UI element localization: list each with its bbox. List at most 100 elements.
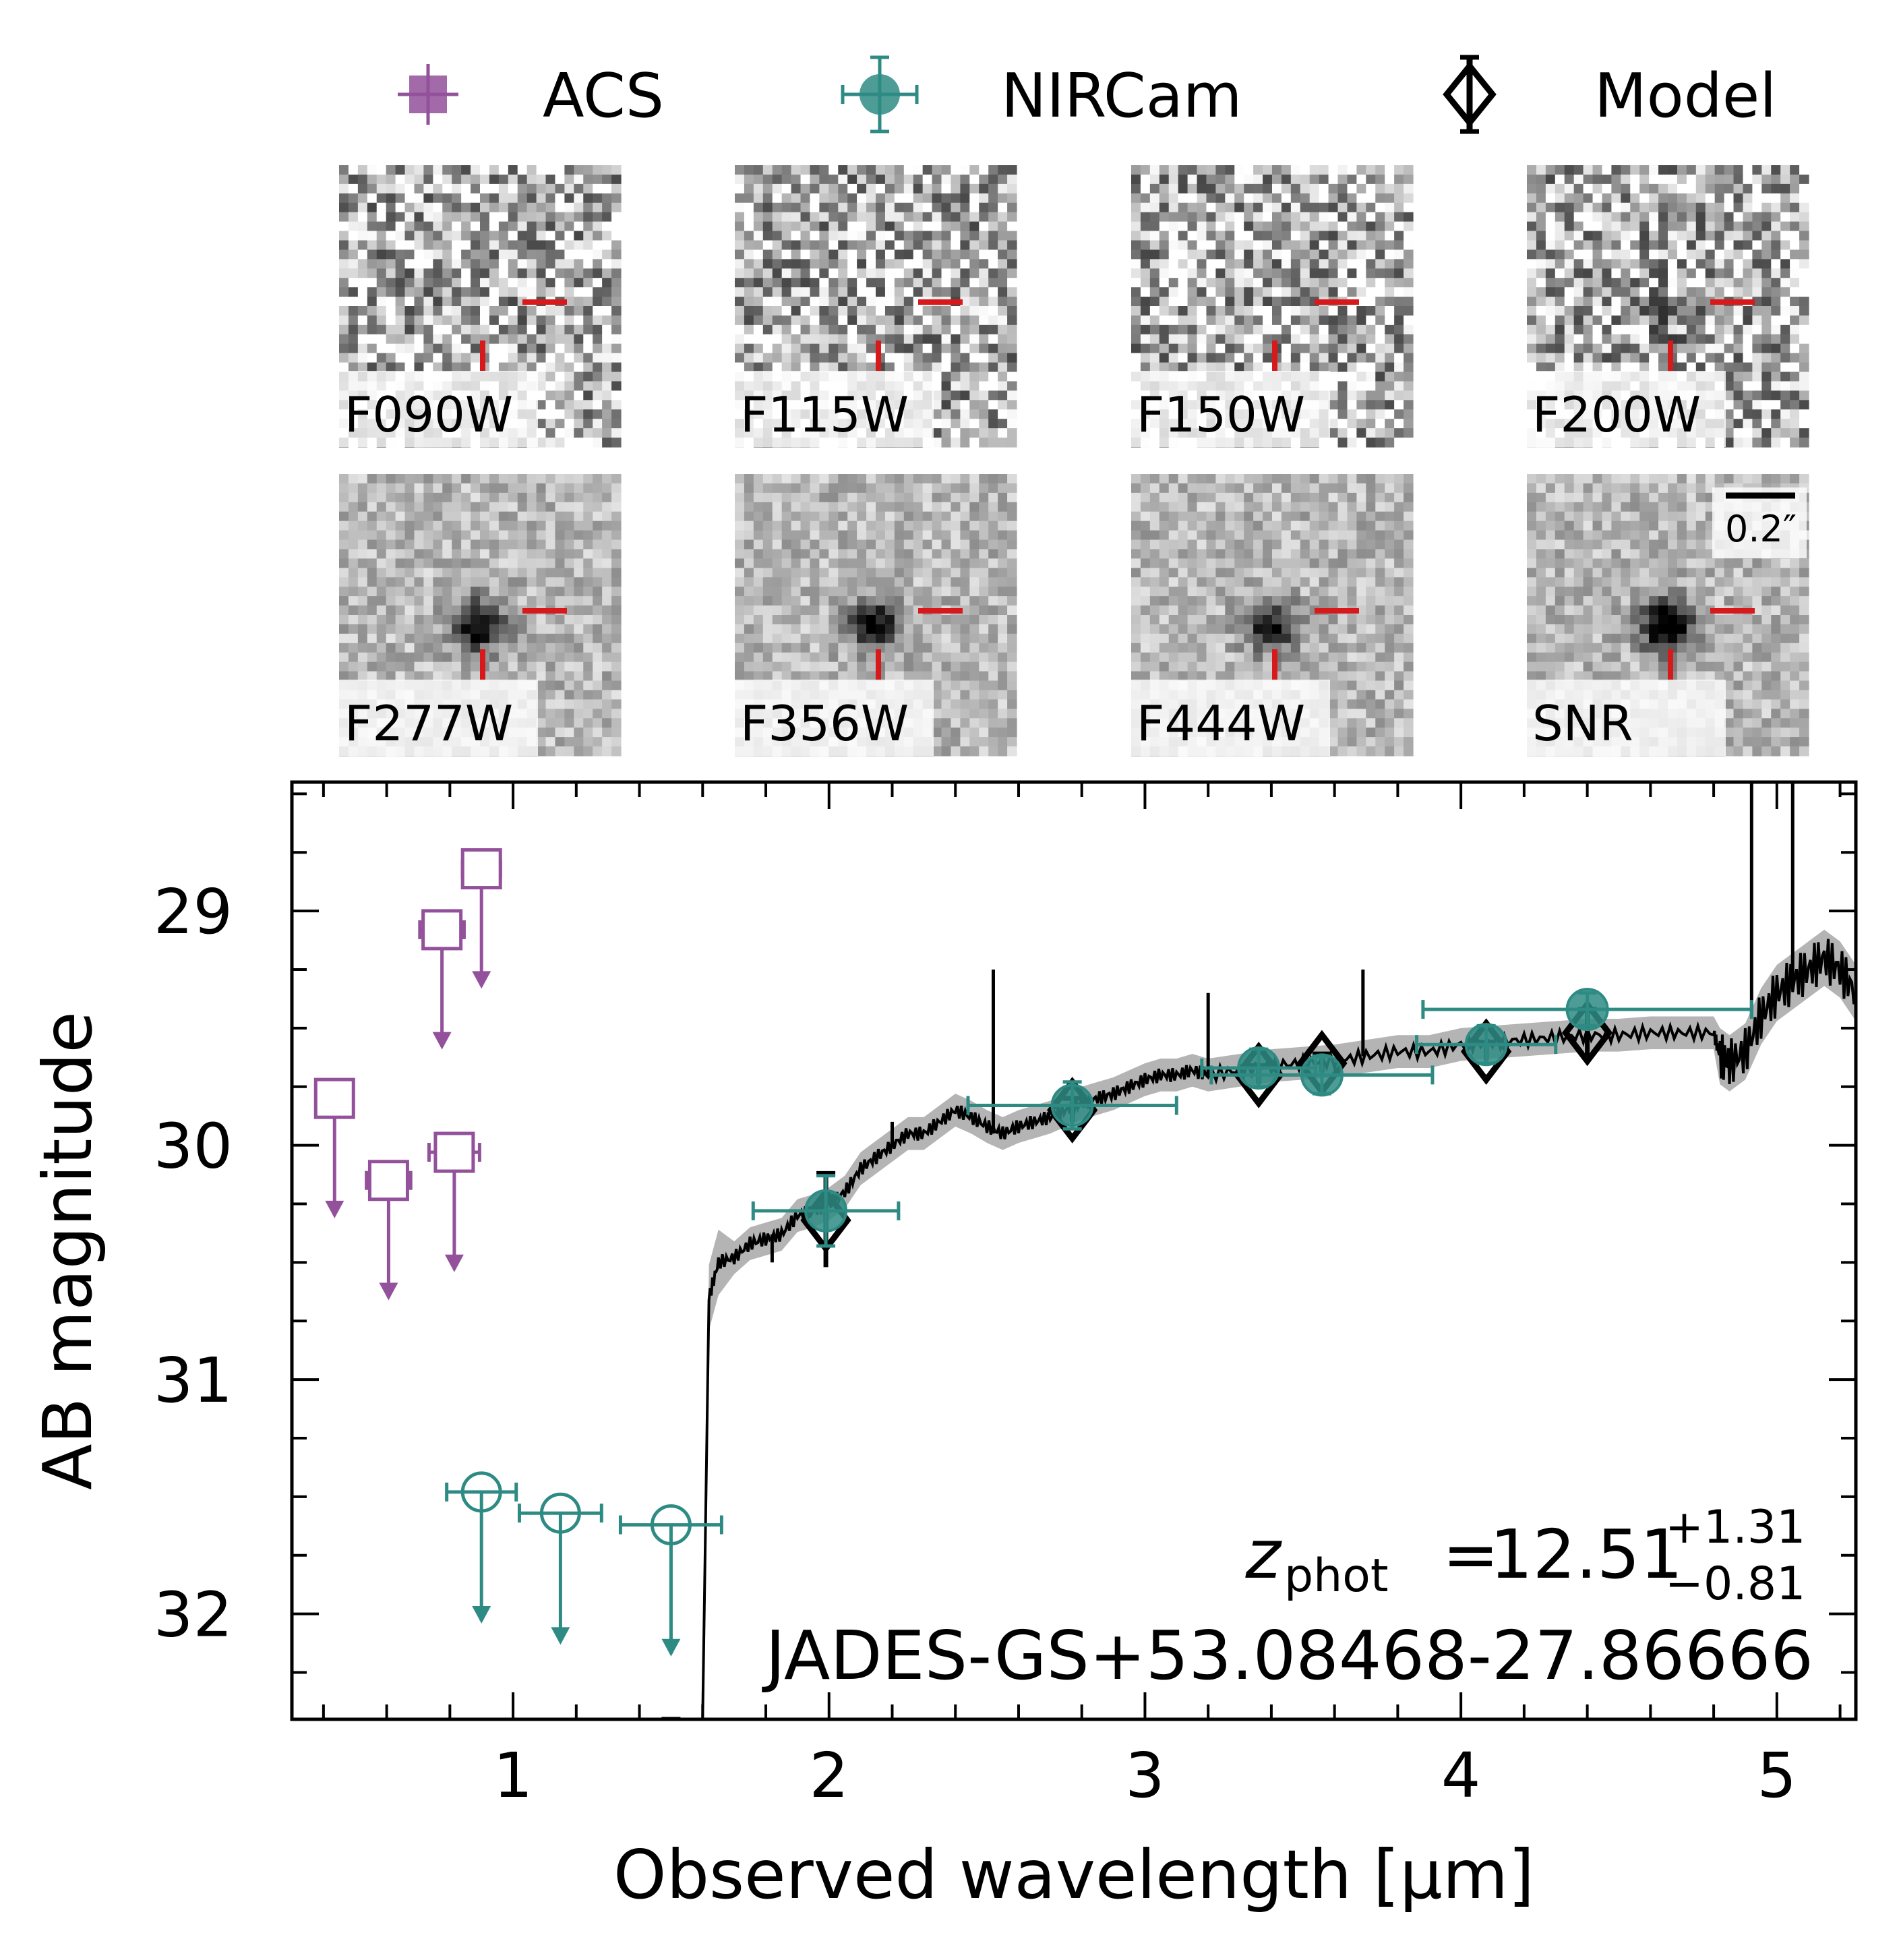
- stamp-pixel: [1337, 362, 1348, 373]
- stamp-pixel: [1375, 297, 1385, 307]
- stamp-pixel: [545, 268, 556, 278]
- stamp-pixel: [1244, 259, 1254, 269]
- stamp-pixel: [1545, 315, 1556, 326]
- stamp-pixel: [772, 324, 783, 335]
- stamp-pixel: [951, 324, 961, 335]
- stamp-pixel: [593, 278, 603, 288]
- stamp-pixel: [526, 568, 537, 578]
- stamp-pixel: [339, 362, 349, 373]
- stamp-pixel: [1527, 315, 1537, 326]
- stamp-pixel: [847, 202, 857, 213]
- stamp-pixel: [1366, 193, 1376, 204]
- stamp-pixel: [969, 438, 979, 448]
- stamp-pixel: [611, 428, 622, 438]
- stamp-pixel: [574, 324, 584, 335]
- stamp-pixel: [744, 334, 754, 345]
- stamp-pixel: [1695, 297, 1706, 307]
- stamp-f356w: F356W: [735, 474, 1017, 756]
- stamp-pixel: [951, 165, 961, 175]
- stamp-pixel: [1281, 297, 1292, 307]
- stamp-pixel: [1272, 306, 1282, 316]
- stamp-pixel: [744, 278, 754, 288]
- stamp-pixel: [1404, 240, 1414, 250]
- stamp-pixel: [1677, 221, 1687, 232]
- stamp-pixel: [772, 492, 783, 503]
- stamp-pixel: [744, 661, 754, 672]
- stamp-pixel: [800, 624, 811, 634]
- stamp-pixel: [526, 530, 537, 541]
- stamp-pixel: [1536, 193, 1546, 204]
- stamp-pixel: [1140, 259, 1151, 269]
- stamp-pixel: [1215, 362, 1226, 373]
- stamp-pixel: [498, 633, 509, 644]
- stamp-pixel: [386, 502, 396, 512]
- stamp-pixel: [1394, 174, 1404, 185]
- stamp-pixel: [545, 428, 556, 438]
- stamp-pixel: [414, 353, 424, 363]
- stamp-pixel: [819, 474, 829, 484]
- stamp-pixel: [1215, 315, 1226, 326]
- stamp-pixel: [819, 596, 829, 606]
- stamp-pixel: [1761, 240, 1772, 250]
- stamp-pixel: [395, 539, 406, 550]
- stamp-pixel: [1140, 343, 1151, 354]
- stamp-pixel: [386, 483, 396, 494]
- stamp-pixel: [847, 558, 857, 568]
- stamp-pixel: [545, 362, 556, 373]
- stamp-pixel: [1733, 343, 1744, 354]
- stamp-pixel: [1583, 240, 1594, 250]
- stamp-pixel: [1545, 278, 1556, 288]
- stamp-pixel: [564, 231, 574, 241]
- stamp-pixel: [602, 492, 612, 503]
- stamp-pixel: [1536, 353, 1546, 363]
- stamp-pixel: [564, 438, 574, 448]
- stamp-pixel: [1714, 324, 1725, 335]
- stamp-pixel: [1649, 240, 1659, 250]
- stamp-pixel: [564, 568, 574, 578]
- stamp-pixel: [1621, 297, 1631, 307]
- stamp-pixel: [602, 577, 612, 587]
- stamp-pixel: [471, 492, 481, 503]
- stamp-pixel: [762, 324, 773, 335]
- stamp-pixel: [1555, 287, 1565, 297]
- stamp-pixel: [1159, 259, 1170, 269]
- stamp-pixel: [1771, 165, 1781, 175]
- stamp-pixel: [414, 287, 424, 297]
- stamp-pixel: [894, 306, 905, 316]
- stamp-pixel: [913, 240, 924, 250]
- stamp-pixel: [545, 521, 556, 531]
- stamp-pixel: [1686, 353, 1697, 363]
- stamp-pixel: [498, 353, 509, 363]
- stamp-pixel: [1573, 231, 1584, 241]
- stamp-pixel: [489, 539, 500, 550]
- stamp-pixel: [1347, 268, 1357, 278]
- stamp-pixel: [414, 324, 424, 335]
- stamp-pixel: [838, 297, 848, 307]
- stamp-pixel: [744, 558, 754, 568]
- stamp-pixel: [941, 400, 952, 410]
- stamp-pixel: [753, 193, 764, 204]
- stamp-pixel: [386, 596, 396, 606]
- stamp-pixel: [1149, 297, 1160, 307]
- stamp-pixel: [744, 596, 754, 606]
- stamp-pixel: [1780, 212, 1790, 222]
- stamp-pixel: [1328, 259, 1339, 269]
- stamp-pixel: [1752, 343, 1762, 354]
- stamp-pixel: [781, 268, 792, 278]
- stamp-pixel: [819, 521, 829, 531]
- stamp-pixel: [471, 324, 481, 335]
- stamp-pixel: [480, 511, 490, 522]
- stamp-pixel: [1347, 409, 1357, 419]
- stamp-pixel: [433, 202, 443, 213]
- stamp-pixel: [1187, 240, 1198, 250]
- stamp-pixel: [1394, 381, 1404, 391]
- stamp-pixel: [583, 334, 593, 345]
- stamp-pixel: [386, 671, 396, 682]
- stamp-pixel: [735, 568, 745, 578]
- stamp-pixel: [498, 671, 509, 682]
- stamp-pixel: [1668, 306, 1678, 316]
- stamp-pixel: [1564, 183, 1575, 194]
- stamp-pixel: [1780, 193, 1790, 204]
- stamp-pixel: [1347, 202, 1357, 213]
- stamp-pixel: [1780, 287, 1790, 297]
